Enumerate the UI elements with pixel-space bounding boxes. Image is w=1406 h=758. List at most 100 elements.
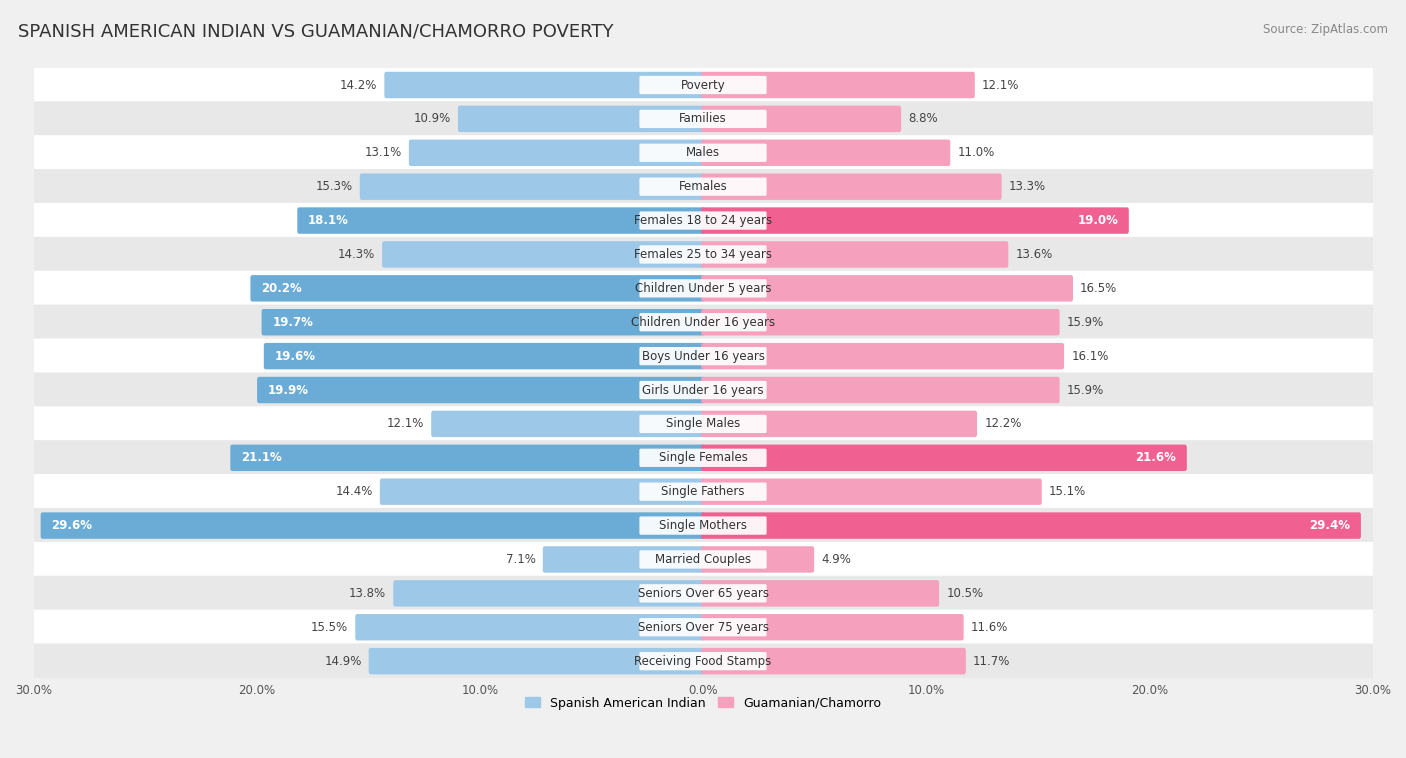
Text: 11.0%: 11.0% [957,146,994,159]
FancyBboxPatch shape [384,72,704,99]
Text: Seniors Over 65 years: Seniors Over 65 years [637,587,769,600]
FancyBboxPatch shape [640,279,766,297]
Text: 15.5%: 15.5% [311,621,349,634]
FancyBboxPatch shape [640,550,766,568]
Text: 19.6%: 19.6% [274,349,315,362]
FancyBboxPatch shape [409,139,704,166]
Text: Single Fathers: Single Fathers [661,485,745,498]
FancyBboxPatch shape [640,143,766,162]
FancyBboxPatch shape [34,271,1372,306]
Text: 19.0%: 19.0% [1077,214,1118,227]
Text: Females 18 to 24 years: Females 18 to 24 years [634,214,772,227]
FancyBboxPatch shape [360,174,704,200]
FancyBboxPatch shape [702,208,1129,233]
FancyBboxPatch shape [702,512,1361,539]
FancyBboxPatch shape [264,343,704,369]
FancyBboxPatch shape [702,174,1001,200]
FancyBboxPatch shape [702,105,901,132]
Text: 15.9%: 15.9% [1067,316,1104,329]
FancyBboxPatch shape [297,208,704,233]
FancyBboxPatch shape [640,415,766,433]
FancyBboxPatch shape [640,516,766,534]
FancyBboxPatch shape [34,609,1372,645]
Text: 13.6%: 13.6% [1015,248,1053,261]
FancyBboxPatch shape [262,309,704,336]
FancyBboxPatch shape [702,614,963,641]
Text: 29.4%: 29.4% [1309,519,1350,532]
FancyBboxPatch shape [702,139,950,166]
FancyBboxPatch shape [702,309,1060,336]
FancyBboxPatch shape [640,483,766,501]
Text: Single Females: Single Females [658,451,748,465]
FancyBboxPatch shape [640,313,766,331]
Text: Children Under 16 years: Children Under 16 years [631,316,775,329]
FancyBboxPatch shape [231,445,704,471]
FancyBboxPatch shape [640,76,766,94]
FancyBboxPatch shape [640,449,766,467]
Text: 18.1%: 18.1% [308,214,349,227]
FancyBboxPatch shape [702,72,974,99]
FancyBboxPatch shape [640,347,766,365]
FancyBboxPatch shape [702,580,939,606]
Text: 11.7%: 11.7% [973,655,1011,668]
FancyBboxPatch shape [34,440,1372,475]
FancyBboxPatch shape [34,372,1372,408]
FancyBboxPatch shape [34,406,1372,441]
FancyBboxPatch shape [368,648,704,675]
Text: 7.1%: 7.1% [506,553,536,566]
Text: 4.9%: 4.9% [821,553,851,566]
Text: Single Mothers: Single Mothers [659,519,747,532]
FancyBboxPatch shape [34,169,1372,205]
Text: 13.3%: 13.3% [1008,180,1046,193]
FancyBboxPatch shape [34,576,1372,611]
FancyBboxPatch shape [34,474,1372,509]
FancyBboxPatch shape [257,377,704,403]
FancyBboxPatch shape [41,512,704,539]
FancyBboxPatch shape [34,203,1372,238]
FancyBboxPatch shape [34,508,1372,543]
Text: 19.7%: 19.7% [273,316,314,329]
FancyBboxPatch shape [702,241,1008,268]
Text: 14.4%: 14.4% [336,485,373,498]
FancyBboxPatch shape [702,343,1064,369]
Text: 10.5%: 10.5% [946,587,983,600]
Text: Married Couples: Married Couples [655,553,751,566]
Text: 21.6%: 21.6% [1135,451,1175,465]
Text: 19.9%: 19.9% [267,384,309,396]
FancyBboxPatch shape [34,542,1372,577]
Text: Poverty: Poverty [681,79,725,92]
FancyBboxPatch shape [382,241,704,268]
FancyBboxPatch shape [702,547,814,573]
Text: Boys Under 16 years: Boys Under 16 years [641,349,765,362]
Text: Single Males: Single Males [666,418,740,431]
FancyBboxPatch shape [702,275,1073,302]
FancyBboxPatch shape [34,67,1372,102]
FancyBboxPatch shape [356,614,704,641]
FancyBboxPatch shape [543,547,704,573]
Text: Source: ZipAtlas.com: Source: ZipAtlas.com [1263,23,1388,36]
FancyBboxPatch shape [34,236,1372,272]
Text: Seniors Over 75 years: Seniors Over 75 years [637,621,769,634]
Text: 15.3%: 15.3% [315,180,353,193]
FancyBboxPatch shape [34,102,1372,136]
FancyBboxPatch shape [702,377,1060,403]
FancyBboxPatch shape [432,411,704,437]
Text: 21.1%: 21.1% [240,451,281,465]
Text: 11.6%: 11.6% [970,621,1008,634]
Text: 16.1%: 16.1% [1071,349,1108,362]
FancyBboxPatch shape [34,305,1372,340]
Text: 14.2%: 14.2% [340,79,377,92]
FancyBboxPatch shape [640,110,766,128]
FancyBboxPatch shape [380,478,704,505]
FancyBboxPatch shape [640,211,766,230]
Text: 14.3%: 14.3% [337,248,375,261]
Text: 13.8%: 13.8% [349,587,387,600]
FancyBboxPatch shape [394,580,704,606]
FancyBboxPatch shape [702,478,1042,505]
Legend: Spanish American Indian, Guamanian/Chamorro: Spanish American Indian, Guamanian/Chamo… [520,691,886,715]
FancyBboxPatch shape [640,618,766,637]
Text: 20.2%: 20.2% [262,282,302,295]
Text: Girls Under 16 years: Girls Under 16 years [643,384,763,396]
Text: Children Under 5 years: Children Under 5 years [634,282,772,295]
Text: 12.1%: 12.1% [387,418,425,431]
